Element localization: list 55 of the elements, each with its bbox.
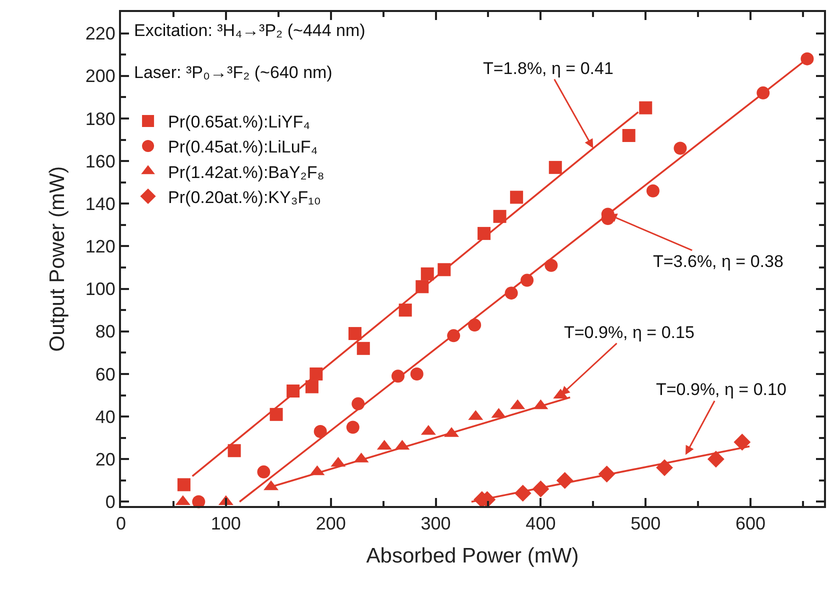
x-tick-label: 600 bbox=[736, 514, 766, 534]
y-tick-label: 100 bbox=[85, 279, 116, 300]
x-tick-label: 100 bbox=[210, 514, 241, 534]
annotation: T=1.8%, η = 0.41 bbox=[483, 59, 614, 78]
point bbox=[177, 478, 190, 492]
point bbox=[346, 420, 360, 434]
point bbox=[800, 52, 814, 66]
y-tick-label: 80 bbox=[95, 322, 116, 342]
point bbox=[646, 184, 660, 198]
x-tick-label: 500 bbox=[630, 514, 661, 534]
y-axis-title: Output Power (mW) bbox=[46, 166, 70, 352]
annotation: Excitation: ³H₄→³P₂ (~444 nm) bbox=[134, 21, 366, 40]
point bbox=[734, 434, 751, 451]
legend-label: Pr(0.45at.%):LiLuF₄ bbox=[168, 138, 318, 157]
point bbox=[656, 459, 673, 476]
point bbox=[510, 190, 524, 204]
x-axis-title: Absorbed Power (mW) bbox=[366, 544, 579, 568]
point bbox=[410, 367, 424, 380]
legend-label: Pr(0.20at.%):KY₃F₁₀ bbox=[168, 188, 321, 207]
y-tick-label: 220 bbox=[85, 24, 116, 44]
point bbox=[305, 380, 318, 394]
annotation: T=0.9%, η = 0.15 bbox=[564, 323, 694, 342]
point bbox=[468, 318, 482, 332]
annotation: Laser: ³P₀→³F₂ (~640 nm) bbox=[134, 63, 332, 82]
point bbox=[314, 424, 327, 438]
point bbox=[639, 101, 652, 114]
x-tick-label: 400 bbox=[526, 514, 556, 534]
y-tick-label: 160 bbox=[85, 151, 116, 172]
point bbox=[548, 160, 562, 174]
point bbox=[257, 465, 270, 478]
y-tick-label: 140 bbox=[85, 194, 116, 214]
y-tick-label: 60 bbox=[95, 364, 116, 384]
legend-label: Pr(1.42at.%):BaY₂F₈ bbox=[168, 162, 324, 182]
annotation: T=3.6%, η = 0.38 bbox=[653, 252, 784, 271]
y-tick-label: 20 bbox=[95, 449, 116, 470]
point bbox=[270, 408, 283, 421]
x-tick-label: 200 bbox=[316, 514, 346, 534]
point bbox=[622, 129, 636, 142]
y-tick-label: 200 bbox=[85, 66, 116, 86]
point bbox=[493, 210, 506, 223]
point bbox=[544, 258, 558, 272]
point bbox=[398, 304, 412, 317]
y-tick-label: 40 bbox=[95, 406, 116, 427]
x-tick-label: 300 bbox=[420, 514, 451, 534]
y-tick-label: 120 bbox=[85, 236, 116, 257]
point bbox=[420, 267, 434, 280]
point bbox=[348, 327, 362, 340]
point bbox=[707, 450, 724, 468]
legend-label: Pr(0.65at.%):LiYF₄ bbox=[168, 112, 310, 132]
annotation: T=0.9%, η = 0.10 bbox=[656, 380, 786, 399]
point bbox=[228, 444, 241, 458]
y-tick-label: 0 bbox=[105, 492, 116, 512]
point bbox=[674, 142, 687, 155]
point bbox=[356, 342, 370, 355]
y-tick-label: 180 bbox=[85, 108, 116, 129]
